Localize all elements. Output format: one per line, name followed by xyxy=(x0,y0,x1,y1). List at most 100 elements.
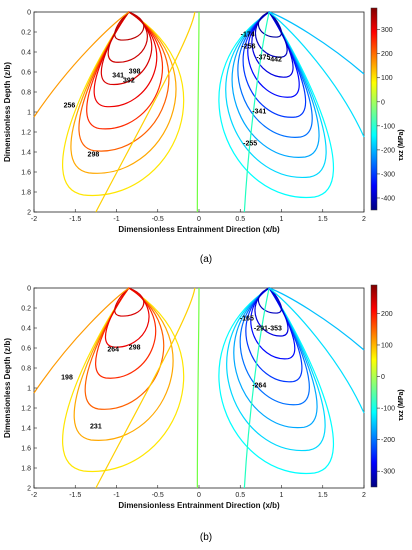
contour-label: -341 xyxy=(252,109,266,116)
x-tick-label: -2 xyxy=(31,216,37,223)
contour-line xyxy=(218,287,334,474)
contours-b xyxy=(33,287,365,489)
y-tick-label: 1.6 xyxy=(21,170,31,177)
yticks-a: 0 0.2 0.4 0.6 0.8 1 1.2 1.4 1.6 1.8 2 xyxy=(21,10,37,217)
caption-b: (b) xyxy=(200,532,212,543)
x-tick-label: -2 xyxy=(31,492,37,499)
colorbar-tick-label: -200 xyxy=(381,147,395,154)
y-tick-label: 0 xyxy=(27,10,31,17)
contour-line xyxy=(62,11,185,196)
y-tick-label: 2 xyxy=(27,486,31,493)
colorbar-tick-label: 300 xyxy=(381,27,393,34)
colorbar-tick-label: -300 xyxy=(381,469,395,476)
contour-line xyxy=(107,11,148,63)
contour-label: 392 xyxy=(123,78,135,85)
contour-line xyxy=(114,11,145,41)
xticks-a: -2 -1.5 -1 -0.5 0 0.5 1 1.5 2 xyxy=(31,209,366,223)
colorbar-a xyxy=(370,7,378,211)
y-tick-label: 1.4 xyxy=(21,426,31,433)
x-tick-label: -1 xyxy=(113,492,119,499)
contours-a xyxy=(33,11,365,213)
y-tick-label: 1.8 xyxy=(21,190,31,197)
x-tick-label: 0 xyxy=(197,492,201,499)
panel-b: 231 198 264 298 -264 -291 -353 -165 -2 -1.5 -1 -0.… xyxy=(3,284,405,543)
x-tick-label: 0 xyxy=(197,216,201,223)
caption-a: (a) xyxy=(200,254,212,265)
x-tick-label: 0.5 xyxy=(235,492,245,499)
contour-line xyxy=(33,11,130,118)
colorbar-tick-label: -400 xyxy=(381,195,395,202)
contour-line xyxy=(196,287,200,489)
contour-line xyxy=(243,11,270,213)
colorbar-tick-label: 0 xyxy=(381,99,385,106)
colorbar-tick-label: -100 xyxy=(381,406,395,413)
contour-line xyxy=(95,287,196,489)
colorbar-tick-label: 200 xyxy=(381,311,393,318)
contour-line xyxy=(62,287,185,472)
x-tick-label: 1.5 xyxy=(318,216,328,223)
contour-line xyxy=(33,287,130,394)
contour-label: 231 xyxy=(90,424,102,431)
contour-label: 264 xyxy=(107,347,119,354)
contour-line xyxy=(114,287,145,317)
x-tick-label: -0.5 xyxy=(152,492,164,499)
contour-line xyxy=(84,287,165,410)
contour-line xyxy=(254,287,289,337)
contour-line xyxy=(268,11,365,138)
contour-label: 298 xyxy=(129,345,141,352)
colorbar-tick-label: 200 xyxy=(381,51,393,58)
contour-label: 398 xyxy=(129,69,141,76)
x-tick-label: 1.5 xyxy=(318,492,328,499)
contour-line xyxy=(257,11,283,38)
contour-line xyxy=(254,11,288,58)
x-tick-label: 0.5 xyxy=(235,216,245,223)
y-tick-label: 0.8 xyxy=(21,90,31,97)
contour-line xyxy=(73,287,174,441)
colorbar-tick-label: -100 xyxy=(381,123,395,130)
colorbar-tick-label: -200 xyxy=(381,437,395,444)
colorbar-b xyxy=(370,284,378,488)
y-tick-label: 1 xyxy=(27,386,31,393)
contour-label: 341 xyxy=(112,73,124,80)
y-axis-label-b: Dimensionless Depth (z/b) xyxy=(3,338,12,438)
x-tick-label: -1 xyxy=(113,216,119,223)
contour-line xyxy=(225,11,327,178)
colorbar-label-a: τxz (MPa) xyxy=(398,129,405,161)
contour-label: 298 xyxy=(88,152,100,159)
contour-label: -442 xyxy=(268,57,282,64)
x-axis-label-a: Dimensionless Entrainment Direction (x/b… xyxy=(118,225,280,234)
contour-line xyxy=(196,11,200,213)
y-tick-label: 1.2 xyxy=(21,130,31,137)
y-tick-label: 0.8 xyxy=(21,366,31,373)
y-tick-label: 1.2 xyxy=(21,406,31,413)
contour-line xyxy=(231,11,320,158)
xticks-b: -2 -1.5 -1 -0.5 0 0.5 1 1.5 2 xyxy=(31,485,366,499)
labels-b: 231 198 264 298 -264 -291 -353 -165 xyxy=(61,316,282,431)
contour-line xyxy=(95,11,196,213)
contour-label: -255 xyxy=(243,141,257,148)
y-tick-label: 0 xyxy=(27,286,31,293)
colorbar-ticks-b: 200 100 0 -100 -200 -300 xyxy=(377,311,395,476)
contour-label: -291 xyxy=(254,326,268,333)
colorbar-tick-label: 0 xyxy=(381,374,385,381)
colorbar-label-b: τxz (MPa) xyxy=(398,389,405,421)
contour-line xyxy=(268,11,365,75)
contour-line xyxy=(218,11,334,198)
x-tick-label: -0.5 xyxy=(152,216,164,223)
contour-line xyxy=(257,287,283,314)
contour-label: -165 xyxy=(240,316,254,323)
contour-label: -264 xyxy=(252,383,266,390)
contour-line xyxy=(233,287,318,429)
y-tick-label: 1.6 xyxy=(21,446,31,453)
y-axis-label-a: Dimensionless Depth (z/b) xyxy=(3,62,12,162)
yticks-b: 0 0.2 0.4 0.6 0.8 1 1.2 1.4 1.6 1.8 2 xyxy=(21,286,37,493)
contour-label: -353 xyxy=(268,326,282,333)
y-tick-label: 0.6 xyxy=(21,70,31,77)
contour-label: -375 xyxy=(256,55,270,62)
colorbar-tick-label: 100 xyxy=(381,342,393,349)
x-tick-label: 2 xyxy=(362,216,366,223)
y-tick-label: 1.8 xyxy=(21,466,31,473)
contour-line xyxy=(78,11,170,152)
